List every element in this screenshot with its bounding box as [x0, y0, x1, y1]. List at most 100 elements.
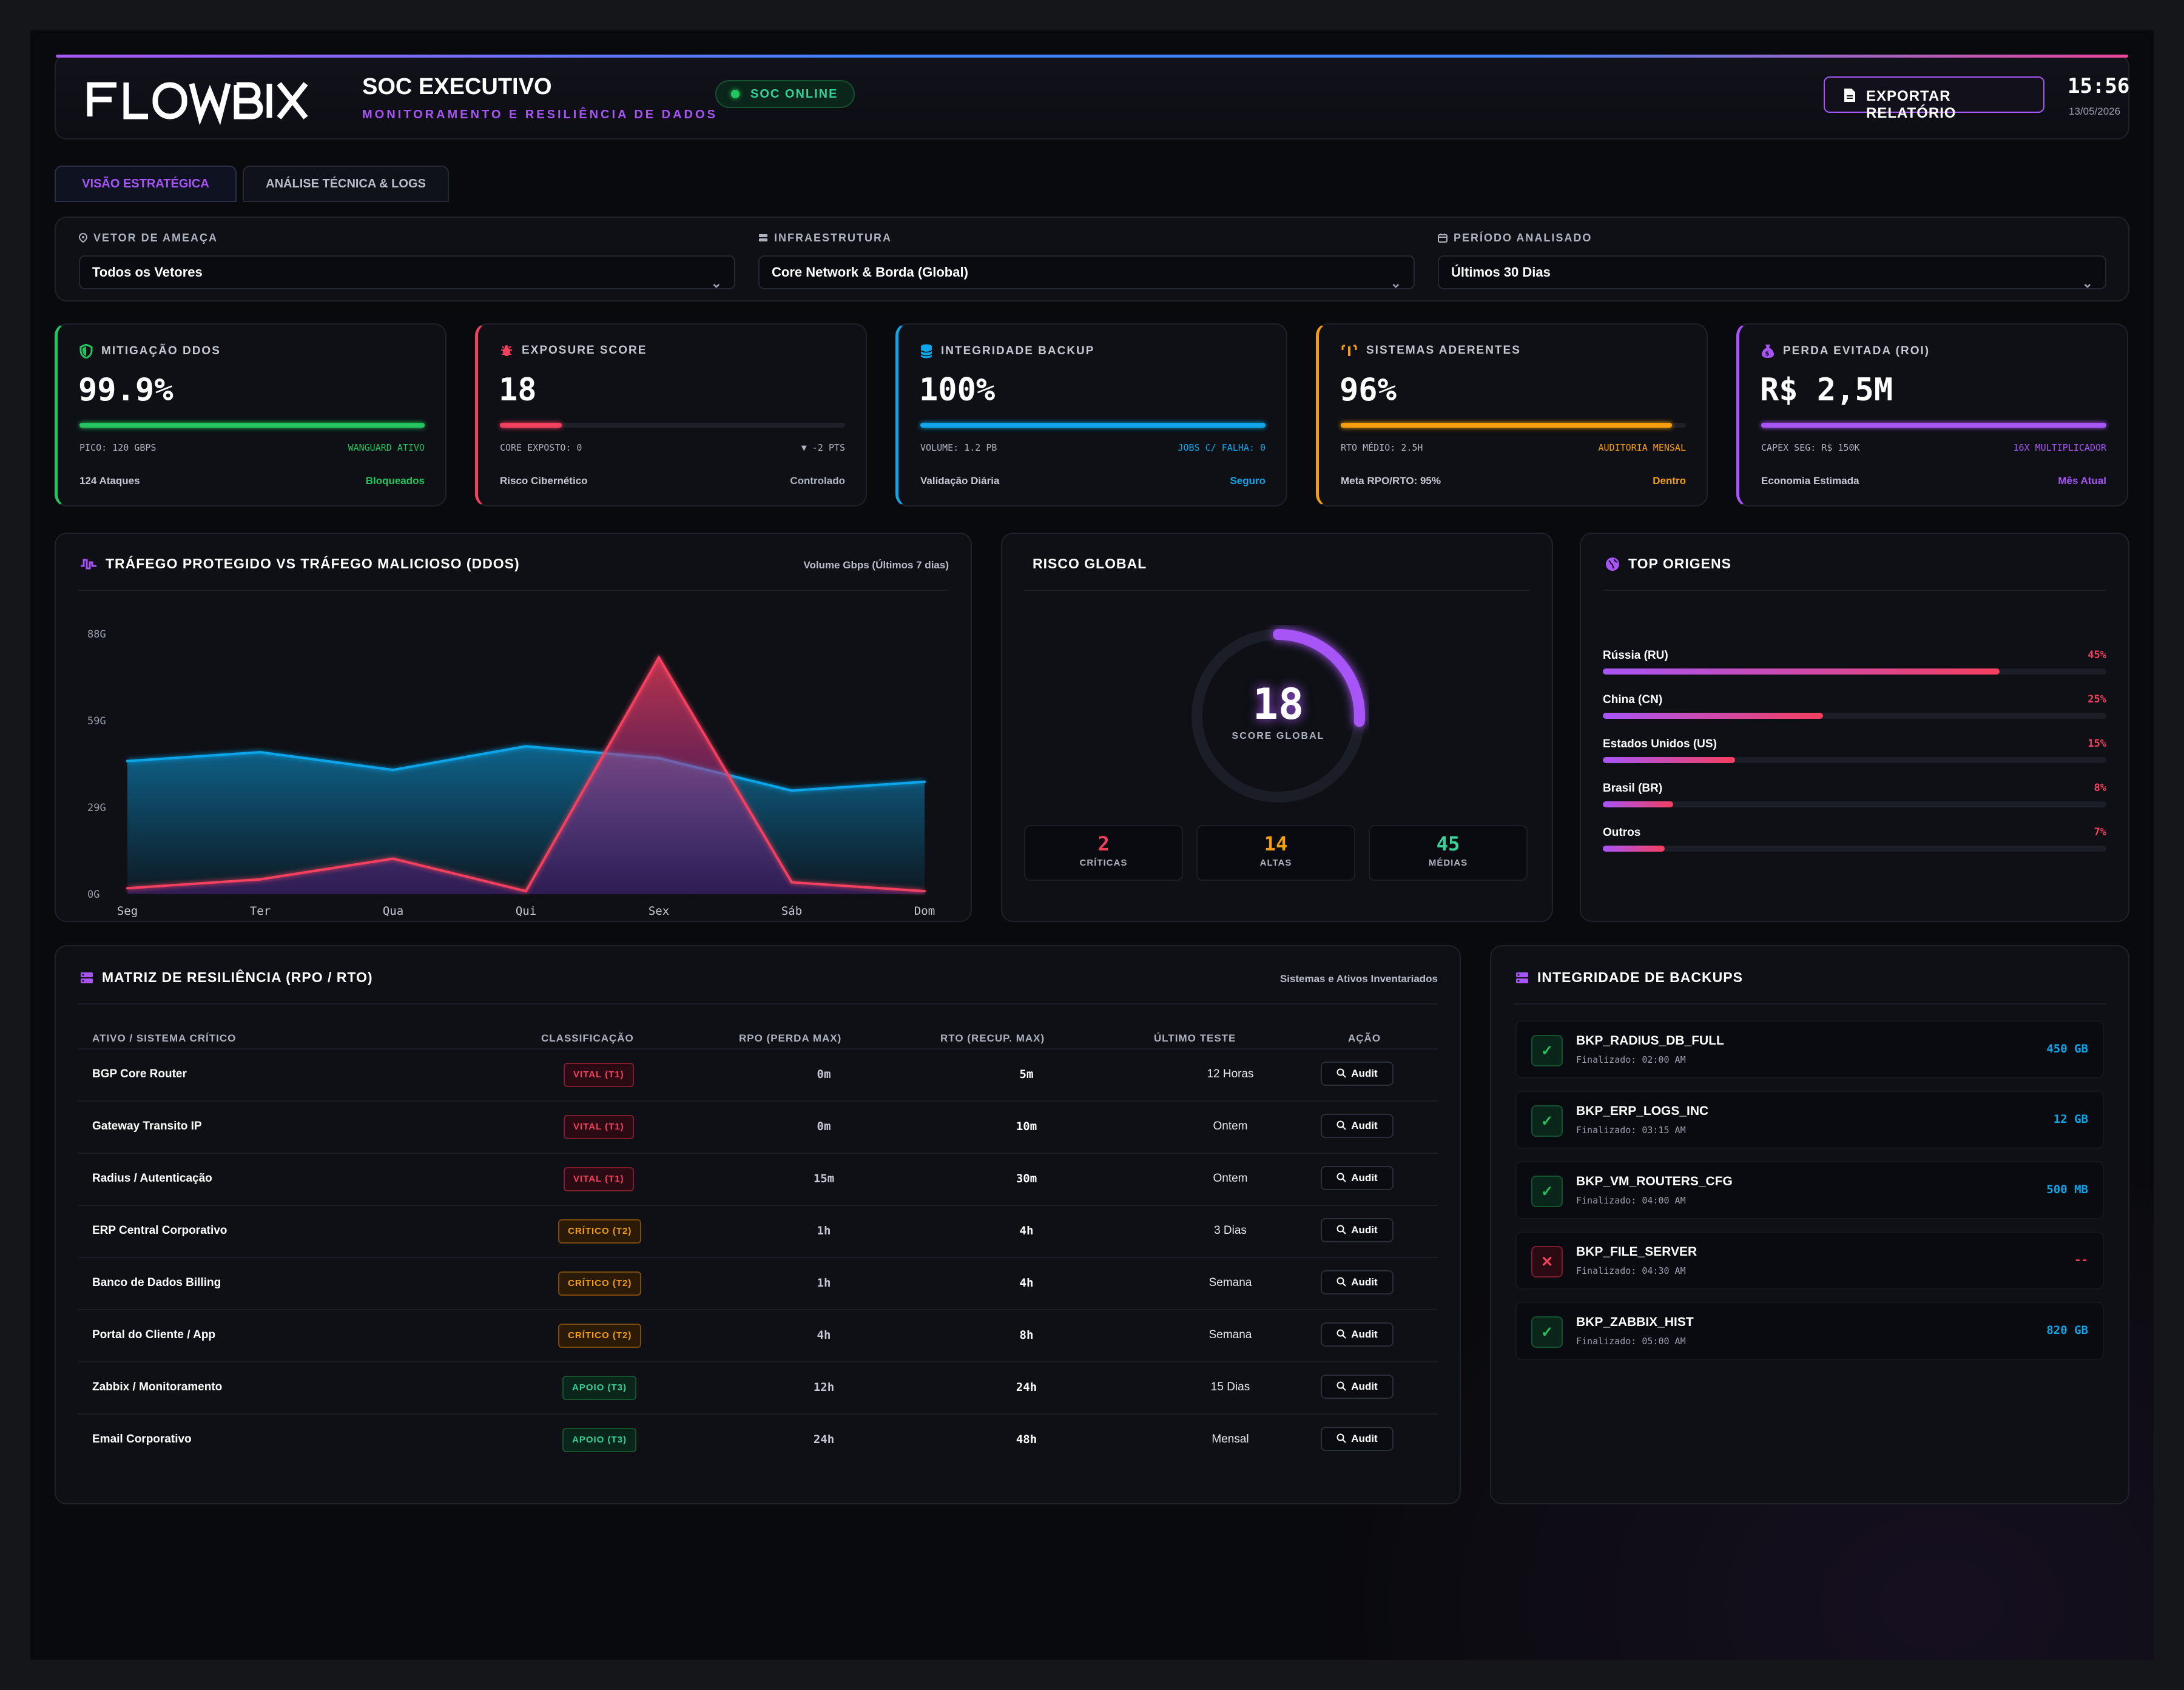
series-point [658, 656, 660, 659]
kpi-progress-fill [1761, 423, 2106, 428]
traffic-chart-subtitle: Volume Gbps (Últimos 7 dias) [803, 559, 949, 571]
table-row: Zabbix / Monitoramento APOIO (T3) 12h 24h 15… [78, 1361, 1438, 1413]
last-test-value: Semana [1208, 1276, 1252, 1289]
origin-bar-fill [1603, 757, 1735, 763]
risk-card-value: 2 [1097, 832, 1110, 855]
infrastructure-select[interactable]: Core Network & Borda (Global) ⌄ [758, 255, 1415, 291]
database-icon [920, 344, 932, 359]
rto-value: 48h [1016, 1433, 1037, 1446]
audit-label: Audit [1351, 1068, 1378, 1079]
audit-label: Audit [1351, 1433, 1378, 1444]
audit-button[interactable]: Audit [1321, 1218, 1394, 1242]
kpi-card-ddos: MITIGAÇÃO DDOS 99.9% PICO: 120 GBPS WANG… [55, 323, 447, 507]
shield-icon [79, 344, 93, 359]
search-icon [1336, 1433, 1346, 1443]
bug-icon [501, 345, 512, 356]
dashboard-frame: SOC EXECUTIVO MONITORAMENTO E RESILIÊNCI… [30, 30, 2154, 1660]
kpi-value: 99.9% [78, 372, 174, 408]
kpi-title: EXPOSURE SCORE [522, 344, 647, 357]
rpo-value: 24h [813, 1433, 835, 1446]
asset-name: Gateway Transito IP [92, 1120, 202, 1133]
search-icon [1336, 1329, 1346, 1339]
traffic-chart-panel: TRÁFEGO PROTEGIDO VS TRÁFEGO MALICIOSO (… [55, 533, 972, 922]
last-test-value: Ontem [1213, 1120, 1248, 1133]
x-tick-label: Qua [383, 904, 403, 918]
kpi-foot-left: Risco Cibernético [500, 475, 588, 486]
backup-size: 12 GB [2053, 1113, 2088, 1126]
ring-progress [1191, 629, 1365, 803]
kpi-value: R$ 2,5M [1760, 372, 1893, 408]
search-icon [1336, 1068, 1346, 1078]
kpi-meta-right: ▼ -2 PTS [801, 442, 845, 453]
asset-name: Banco de Dados Billing [92, 1276, 221, 1289]
tab-technical-logs[interactable]: ANÁLISE TÉCNICA & LOGS [243, 166, 449, 202]
rpo-value: 4h [817, 1328, 831, 1342]
audit-button[interactable]: Audit [1321, 1270, 1394, 1294]
rpo-value: 12h [813, 1381, 835, 1394]
series-point [259, 751, 261, 753]
audit-button[interactable]: Audit [1321, 1322, 1394, 1347]
series-point [392, 857, 394, 860]
filters-bar: VETOR DE AMEAÇA Todos os Vetores ⌄ INFRA… [55, 217, 2129, 301]
asset-name: Email Corporativo [92, 1433, 192, 1446]
risk-card-value: 45 [1436, 832, 1460, 855]
origin-percent: 7% [2094, 826, 2106, 838]
export-report-button[interactable]: EXPORTAR RELATÓRIO [1824, 76, 2044, 121]
clock-time: 15:56 [2068, 74, 2130, 98]
kpi-meta-right: WANGUARD ATIVO [348, 442, 425, 453]
risk-card-high: 14 ALTAS [1196, 825, 1355, 881]
kpi-card-exposure: EXPOSURE SCORE 18 CORE EXPOSTO: 0 ▼ -2 P… [475, 323, 867, 507]
matrix-subtitle: Sistemas e Ativos Inventariados [1279, 973, 1438, 985]
table-row: ERP Central Corporativo CRÍTICO (T2) 1h 4h 3… [78, 1205, 1438, 1257]
backup-size: 500 MB [2046, 1183, 2088, 1196]
audit-button[interactable]: Audit [1321, 1166, 1394, 1190]
audit-button[interactable]: Audit [1321, 1062, 1394, 1086]
backup-name: BKP_ZABBIX_HIST [1576, 1315, 1694, 1329]
risk-score-value: 18 [1252, 679, 1304, 729]
kpi-foot-right: Seguro [1230, 475, 1266, 486]
threat-vector-select[interactable]: Todos os Vetores ⌄ [79, 255, 735, 291]
check-icon: ✓ [1531, 1035, 1563, 1066]
classification-tag: VITAL (T1) [564, 1115, 634, 1139]
filter-threat-vector: VETOR DE AMEAÇA Todos os Vetores ⌄ [79, 230, 735, 291]
backup-time: Finalizado: 04:30 AM [1576, 1265, 1686, 1276]
classification-tag: VITAL (T1) [564, 1167, 634, 1191]
backup-item: ✓ BKP_ERP_LOGS_INC Finalizado: 03:15 AM 12 … [1515, 1091, 2104, 1149]
series-area [127, 746, 925, 894]
audit-button[interactable]: Audit [1321, 1114, 1394, 1138]
column-header: RPO (PERDA MAX) [739, 1032, 842, 1044]
x-tick-label: Qui [516, 904, 536, 918]
chevron-down-icon: ⌄ [2081, 275, 2093, 291]
kpi-foot-left: 124 Ataques [79, 475, 140, 486]
tab-strategic-view[interactable]: VISÃO ESTRATÉGICA [55, 166, 237, 202]
asset-name: Radius / Autenticação [92, 1172, 212, 1185]
period-select[interactable]: Últimos 30 Dias ⌄ [1438, 255, 2106, 291]
column-header: AÇÃO [1348, 1032, 1381, 1044]
column-header: RTO (RECUP. MAX) [940, 1032, 1045, 1044]
backup-time: Finalizado: 02:00 AM [1576, 1054, 1686, 1065]
last-test-value: 15 Dias [1210, 1381, 1250, 1393]
classification-tag: APOIO (T3) [562, 1376, 637, 1400]
globe-icon [1606, 557, 1619, 571]
series-point [923, 890, 926, 893]
traffic-chart-title: TRÁFEGO PROTEGIDO VS TRÁFEGO MALICIOSO (… [106, 556, 520, 571]
series-point [790, 881, 793, 884]
x-icon: ✕ [1531, 1246, 1563, 1278]
backup-name: BKP_VM_ROUTERS_CFG [1576, 1174, 1733, 1188]
backup-time: Finalizado: 05:00 AM [1576, 1336, 1686, 1347]
audit-button[interactable]: Audit [1321, 1427, 1394, 1451]
table-row: BGP Core Router VITAL (T1) 0m 5m 12 Horas Aud… [78, 1048, 1438, 1100]
kpi-card-roi: $ PERDA EVITADA (ROI) R$ 2,5M CAPEX SEG:… [1736, 323, 2128, 507]
kpi-title: INTEGRIDADE BACKUP [941, 345, 1095, 357]
x-tick-label: Dom [914, 904, 935, 918]
y-tick-label: 0G [87, 889, 99, 901]
asset-name: Portal do Cliente / App [92, 1328, 216, 1341]
rto-value: 4h [1019, 1224, 1034, 1237]
origin-bar-fill [1603, 846, 1665, 852]
online-dot-icon [731, 90, 740, 98]
origin-name: Brasil (BR) [1603, 782, 1663, 795]
audit-label: Audit [1351, 1381, 1378, 1392]
classification-tag: VITAL (T1) [564, 1063, 634, 1087]
top-origins-panel: TOP ORIGENS Rússia (RU) 45% China (CN) 2… [1580, 533, 2129, 922]
audit-button[interactable]: Audit [1321, 1375, 1394, 1399]
